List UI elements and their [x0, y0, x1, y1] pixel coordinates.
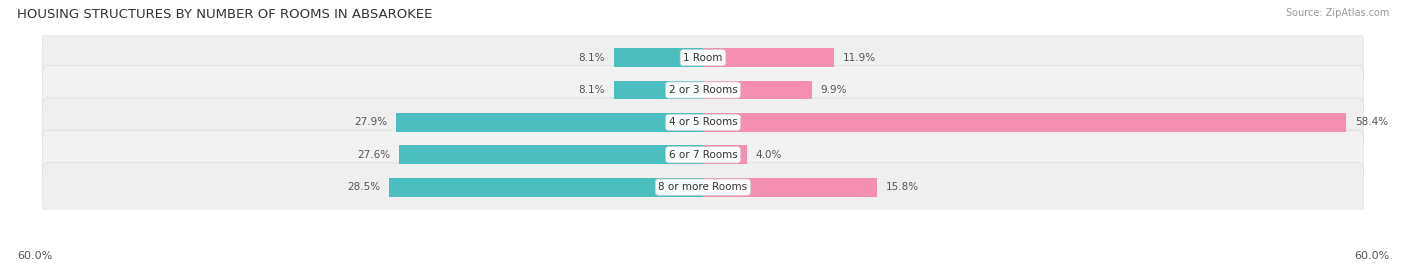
Text: Source: ZipAtlas.com: Source: ZipAtlas.com [1285, 8, 1389, 18]
Bar [389, 178, 703, 197]
Text: HOUSING STRUCTURES BY NUMBER OF ROOMS IN ABSAROKEE: HOUSING STRUCTURES BY NUMBER OF ROOMS IN… [17, 8, 432, 21]
Bar [703, 113, 1346, 132]
Bar [399, 145, 703, 164]
FancyBboxPatch shape [42, 130, 1364, 179]
Text: 60.0%: 60.0% [1354, 251, 1389, 261]
Text: 11.9%: 11.9% [842, 53, 876, 63]
Bar [614, 81, 703, 100]
Text: 8.1%: 8.1% [578, 53, 605, 63]
Text: 2 or 3 Rooms: 2 or 3 Rooms [669, 85, 737, 95]
FancyBboxPatch shape [42, 66, 1364, 114]
Text: 15.8%: 15.8% [886, 182, 920, 192]
FancyBboxPatch shape [42, 33, 1364, 82]
Text: 4.0%: 4.0% [756, 150, 782, 160]
Bar [703, 48, 834, 67]
Text: 27.9%: 27.9% [354, 117, 387, 128]
Text: 8.1%: 8.1% [578, 85, 605, 95]
Bar [614, 48, 703, 67]
Text: 60.0%: 60.0% [17, 251, 52, 261]
Bar [395, 113, 703, 132]
Text: 27.6%: 27.6% [357, 150, 391, 160]
FancyBboxPatch shape [42, 163, 1364, 211]
FancyBboxPatch shape [42, 98, 1364, 147]
Text: 8 or more Rooms: 8 or more Rooms [658, 182, 748, 192]
Text: 9.9%: 9.9% [821, 85, 848, 95]
Text: 1 Room: 1 Room [683, 53, 723, 63]
Text: 4 or 5 Rooms: 4 or 5 Rooms [669, 117, 737, 128]
Bar [703, 178, 877, 197]
Text: 58.4%: 58.4% [1355, 117, 1388, 128]
Text: 6 or 7 Rooms: 6 or 7 Rooms [669, 150, 737, 160]
Bar [703, 145, 747, 164]
Bar [703, 81, 813, 100]
Text: 28.5%: 28.5% [347, 182, 380, 192]
